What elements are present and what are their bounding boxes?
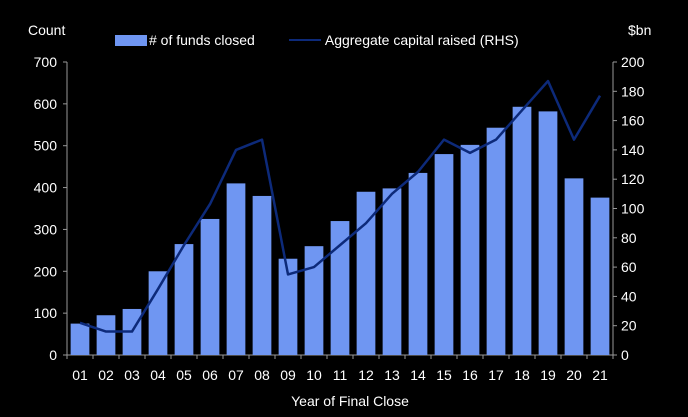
x-tick-label: 01 bbox=[72, 367, 88, 383]
bar bbox=[408, 172, 428, 355]
left-tick-label: 0 bbox=[49, 347, 57, 363]
x-tick-label: 08 bbox=[254, 367, 270, 383]
x-tick-label: 20 bbox=[566, 367, 582, 383]
x-tick-label: 17 bbox=[488, 367, 504, 383]
x-tick-label: 02 bbox=[98, 367, 114, 383]
bar bbox=[564, 178, 584, 355]
right-tick-label: 80 bbox=[621, 230, 637, 246]
x-tick-label: 09 bbox=[280, 367, 296, 383]
x-axis-title: Year of Final Close bbox=[291, 393, 409, 409]
left-axis-title: Count bbox=[28, 22, 66, 38]
right-tick-label: 120 bbox=[621, 171, 645, 187]
bar bbox=[174, 244, 194, 355]
x-tick-label: 11 bbox=[333, 367, 348, 383]
right-tick-label: 0 bbox=[621, 347, 629, 363]
bar bbox=[226, 183, 246, 355]
legend-line-swatch bbox=[288, 39, 321, 41]
bar bbox=[70, 323, 90, 355]
right-tick-label: 60 bbox=[621, 259, 637, 275]
left-tick-label: 400 bbox=[34, 180, 58, 196]
left-tick-label: 100 bbox=[34, 305, 58, 321]
legend-bar-swatch bbox=[115, 34, 147, 46]
right-tick-label: 20 bbox=[621, 318, 637, 334]
bar bbox=[304, 246, 324, 355]
x-tick-label: 06 bbox=[202, 367, 218, 383]
x-tick-label: 16 bbox=[462, 367, 478, 383]
bar bbox=[434, 154, 454, 355]
x-tick-label: 19 bbox=[540, 367, 556, 383]
right-tick-label: 200 bbox=[621, 54, 645, 70]
bar bbox=[512, 106, 532, 355]
x-tick-label: 21 bbox=[592, 367, 608, 383]
x-tick-label: 07 bbox=[228, 367, 244, 383]
right-tick-label: 180 bbox=[621, 83, 645, 99]
right-tick-label: 100 bbox=[621, 201, 645, 217]
right-tick-label: 40 bbox=[621, 288, 637, 304]
bar bbox=[486, 127, 506, 355]
bar bbox=[356, 191, 376, 355]
x-tick-label: 05 bbox=[176, 367, 192, 383]
bar bbox=[590, 197, 610, 355]
legend-line-label: Aggregate capital raised (RHS) bbox=[324, 32, 519, 48]
left-tick-label: 600 bbox=[34, 96, 58, 112]
x-tick-label: 18 bbox=[514, 367, 530, 383]
bar bbox=[330, 221, 350, 355]
left-tick-label: 500 bbox=[34, 138, 58, 154]
legend: # of funds closed Aggregate capital rais… bbox=[115, 32, 519, 48]
left-tick-label: 200 bbox=[34, 263, 58, 279]
right-tick-label: 140 bbox=[621, 142, 645, 158]
bar bbox=[148, 271, 168, 355]
right-axis-title: $bn bbox=[628, 22, 652, 38]
bar bbox=[538, 111, 558, 356]
x-tick-label: 15 bbox=[436, 367, 452, 383]
bar bbox=[96, 315, 116, 355]
x-tick-label: 03 bbox=[124, 367, 140, 383]
x-tick-label: 13 bbox=[384, 367, 400, 383]
bar bbox=[460, 144, 480, 355]
x-tick-label: 04 bbox=[150, 367, 166, 383]
bar bbox=[200, 218, 220, 355]
left-tick-label: 300 bbox=[34, 221, 58, 237]
right-tick-label: 160 bbox=[621, 113, 645, 129]
x-tick-label: 12 bbox=[358, 367, 374, 383]
bar bbox=[252, 195, 272, 355]
bar bbox=[278, 258, 298, 355]
legend-bar-label: # of funds closed bbox=[149, 32, 255, 48]
left-tick-label: 700 bbox=[34, 54, 58, 70]
x-tick-label: 14 bbox=[410, 367, 426, 383]
x-tick-label: 10 bbox=[306, 367, 322, 383]
bar bbox=[382, 188, 402, 355]
